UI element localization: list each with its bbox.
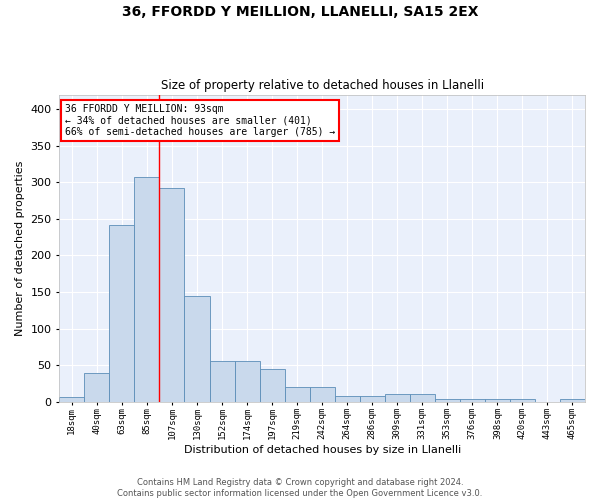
Bar — [385, 394, 410, 402]
Bar — [485, 400, 510, 402]
Bar — [260, 368, 284, 402]
Bar — [560, 398, 585, 402]
Text: Contains HM Land Registry data © Crown copyright and database right 2024.
Contai: Contains HM Land Registry data © Crown c… — [118, 478, 482, 498]
Bar — [160, 188, 184, 402]
Bar — [435, 398, 460, 402]
Bar — [109, 226, 134, 402]
Bar — [59, 396, 85, 402]
Bar — [460, 398, 485, 402]
X-axis label: Distribution of detached houses by size in Llanelli: Distribution of detached houses by size … — [184, 445, 461, 455]
Text: 36, FFORDD Y MEILLION, LLANELLI, SA15 2EX: 36, FFORDD Y MEILLION, LLANELLI, SA15 2E… — [122, 5, 478, 19]
Bar — [134, 177, 160, 402]
Bar — [510, 400, 535, 402]
Text: 36 FFORDD Y MEILLION: 93sqm
← 34% of detached houses are smaller (401)
66% of se: 36 FFORDD Y MEILLION: 93sqm ← 34% of det… — [65, 104, 335, 137]
Bar — [410, 394, 435, 402]
Bar — [310, 387, 335, 402]
Y-axis label: Number of detached properties: Number of detached properties — [15, 160, 25, 336]
Bar — [335, 396, 360, 402]
Bar — [235, 362, 260, 402]
Bar — [284, 387, 310, 402]
Title: Size of property relative to detached houses in Llanelli: Size of property relative to detached ho… — [161, 79, 484, 92]
Bar — [85, 373, 109, 402]
Bar — [184, 296, 209, 402]
Bar — [360, 396, 385, 402]
Bar — [209, 362, 235, 402]
